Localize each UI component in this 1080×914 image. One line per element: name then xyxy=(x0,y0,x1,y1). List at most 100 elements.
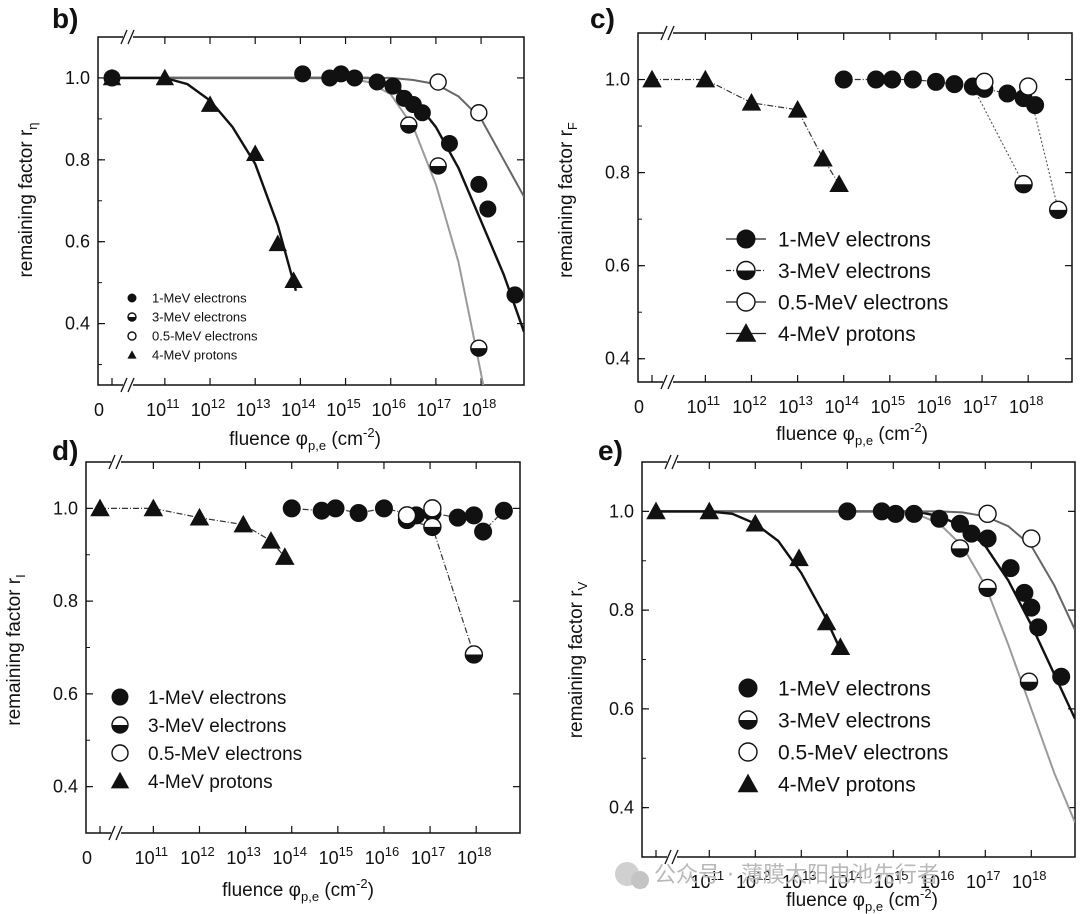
data-point-filled-circle xyxy=(440,134,458,152)
data-point-triangle xyxy=(830,637,851,655)
y-tick-label: 0.4 xyxy=(605,349,630,369)
panel-letter: e) xyxy=(598,435,623,466)
axis-break-mark xyxy=(120,377,128,393)
legend-marker xyxy=(736,260,756,281)
axis-break-mark xyxy=(667,25,675,41)
x-tick-label: 1012 xyxy=(736,868,771,892)
y-tick-label: 0.8 xyxy=(605,163,630,183)
legend-marker xyxy=(738,678,758,698)
data-point-open-circle xyxy=(1018,77,1038,96)
x-tick-label: 1012 xyxy=(732,393,767,417)
chart-panel-0: b) 1.0 0.8 0.6 0.4 0 1011 1012 1013 1014 1015 1016 1… xyxy=(16,3,525,453)
data-point-triangle xyxy=(699,501,720,520)
data-point-filled-circle xyxy=(294,65,312,83)
data-point-open-circle xyxy=(423,499,442,518)
data-point-filled-circle xyxy=(867,70,885,89)
x-tick-label-zero: 0 xyxy=(634,397,644,417)
x-tick-label: 1011 xyxy=(146,396,180,420)
data-point-triangle xyxy=(246,144,265,162)
legend: 1-MeV electrons 3-MeV electrons 0.5-MeV el… xyxy=(110,688,302,793)
axis-break-gap xyxy=(111,825,121,841)
data-point-triangle xyxy=(829,174,849,193)
legend-label: 4-MeV protons xyxy=(778,774,916,797)
data-point-filled-circle xyxy=(951,514,969,533)
y-tick-label: 0.6 xyxy=(605,256,630,276)
data-point-filled-circle xyxy=(926,72,945,91)
data-point-filled-circle xyxy=(474,522,493,541)
legend-label: 0.5-MeV electrons xyxy=(778,742,948,765)
data-point-filled-circle xyxy=(349,504,368,523)
axis-break-mark xyxy=(664,454,672,470)
x-tick-label: 1015 xyxy=(319,844,354,868)
data-point-half-circle xyxy=(400,116,418,134)
data-point-triangle xyxy=(90,498,110,517)
x-tick-label: 1015 xyxy=(871,393,906,417)
legend-label: 1-MeV electrons xyxy=(152,291,247,306)
data-point-filled-circle xyxy=(903,70,922,89)
data-point-triangle xyxy=(275,547,295,565)
axis-break-gap xyxy=(123,29,133,45)
data-point-filled-circle xyxy=(1022,598,1041,617)
x-tick-label: 1017 xyxy=(963,393,998,417)
axis-break-mark xyxy=(108,454,116,470)
chart-panel-2: d) 1.0 0.8 0.6 0.4 0 1011 1012 1013 1014 1015 1016 1… xyxy=(4,435,521,904)
data-point-filled-circle xyxy=(470,175,488,193)
fit-curve xyxy=(656,510,1075,823)
data-point-open-circle xyxy=(470,104,488,122)
data-point-filled-circle xyxy=(945,75,964,94)
y-tick-label: 0.6 xyxy=(65,232,90,252)
data-point-filled-circle xyxy=(479,200,497,218)
data-point-filled-circle xyxy=(464,506,483,525)
legend-label: 3-MeV electrons xyxy=(148,716,286,737)
x-tick-label: 1017 xyxy=(411,844,446,868)
legend-label: 0.5-MeV electrons xyxy=(778,292,948,315)
x-tick-label: 1016 xyxy=(917,393,952,417)
y-tick-label: 0.8 xyxy=(609,600,634,620)
y-axis-title: remaining factor rV xyxy=(566,581,590,738)
data-point-triangle xyxy=(787,100,808,118)
panel-letter: b) xyxy=(52,3,78,34)
legend-marker xyxy=(735,323,757,342)
data-point-triangle xyxy=(200,95,220,112)
legend-label: 4-MeV protons xyxy=(148,772,273,793)
y-tick-label: 0.8 xyxy=(53,591,78,611)
x-axis-title: fluence φp,e (cm-2) xyxy=(229,425,381,453)
data-point-triangle xyxy=(646,501,666,520)
y-tick-label: 1.0 xyxy=(609,501,634,521)
legend-marker xyxy=(738,710,758,730)
y-tick-label: 0.6 xyxy=(53,684,78,704)
x-tick-label: 1013 xyxy=(226,844,261,868)
data-point-filled-circle xyxy=(838,502,857,521)
data-point-triangle xyxy=(102,68,122,86)
data-point-triangle xyxy=(745,513,766,532)
legend-marker xyxy=(127,312,137,322)
axis-break-gap xyxy=(663,374,673,390)
data-point-triangle xyxy=(155,68,175,86)
data-point-filled-circle xyxy=(998,84,1017,103)
axis-break-mark xyxy=(127,29,135,45)
data-point-half-circle xyxy=(978,578,997,598)
data-point-filled-circle xyxy=(346,69,364,87)
data-point-triangle xyxy=(813,148,833,167)
axis-break-mark xyxy=(667,374,675,390)
legend-marker xyxy=(737,773,759,793)
legend: 1-MeV electrons 3-MeV electrons 0.5-MeV el… xyxy=(127,291,258,363)
legend-label: 3-MeV electrons xyxy=(778,260,931,283)
x-tick-label: 1016 xyxy=(920,868,955,892)
legend-label: 3-MeV electrons xyxy=(778,710,931,733)
x-axis-title: fluence φp,e (cm-2) xyxy=(786,886,938,914)
x-tick-label: 1014 xyxy=(281,396,316,420)
x-tick-label: 1012 xyxy=(191,396,226,420)
panel-letter: d) xyxy=(52,435,78,466)
x-tick-label: 1018 xyxy=(462,396,497,420)
data-point-half-circle xyxy=(470,339,488,357)
chart-panel-3: e)1.00.80.60.401011101210131014101510161… xyxy=(566,435,1076,914)
x-tick-label: 1014 xyxy=(828,868,863,892)
panel-letter: c) xyxy=(590,3,615,34)
legend-marker xyxy=(111,744,129,762)
data-point-filled-circle xyxy=(962,524,981,543)
x-tick-label: 1011 xyxy=(135,844,169,868)
data-point-triangle xyxy=(268,234,287,252)
x-tick-label: 1017 xyxy=(417,396,452,420)
